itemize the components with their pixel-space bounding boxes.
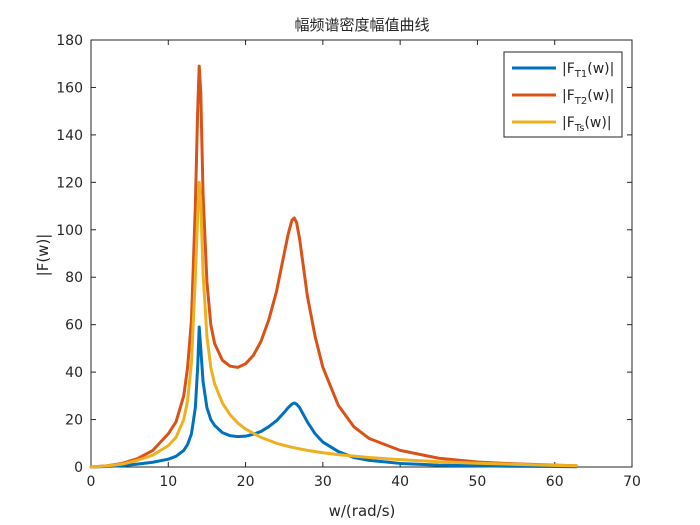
chart-title: 幅频谱密度幅值曲线 [294,16,429,34]
y-tick-label: 0 [74,460,83,476]
legend-label-t1: |FT1(w)| [562,61,614,80]
y-axis-label: |F(w)| [34,234,52,277]
x-tick-label: 20 [237,474,255,490]
y-tick-label: 160 [56,80,83,96]
series-line-ts [89,180,578,469]
y-tick-label: 80 [65,270,83,286]
legend: |FT1(w)| |FT2(w)| |FTs(w)| [503,51,623,138]
x-tick-label: 10 [159,474,177,490]
x-tick-label: 30 [314,474,332,490]
x-tick-label: 50 [469,474,487,490]
y-tick-label: 40 [65,365,83,381]
y-tick-label: 20 [65,413,83,429]
legend-label-t2: |FT2(w)| [562,88,614,107]
y-tick-label: 120 [56,175,83,191]
x-tick-label: 60 [546,474,564,490]
x-axis-label: w/(rad/s) [329,502,396,520]
y-tick-label: 100 [56,223,83,239]
y-tick-label: 60 [65,318,83,334]
y-tick-label: 180 [56,33,83,49]
x-tick-label: 40 [391,474,409,490]
x-tick-label: 70 [623,474,641,490]
y-tick-label: 140 [56,128,83,144]
x-tick-label: 0 [87,474,96,490]
series-line-t2 [89,64,578,469]
legend-label-ts: |FTs(w)| [562,115,612,134]
